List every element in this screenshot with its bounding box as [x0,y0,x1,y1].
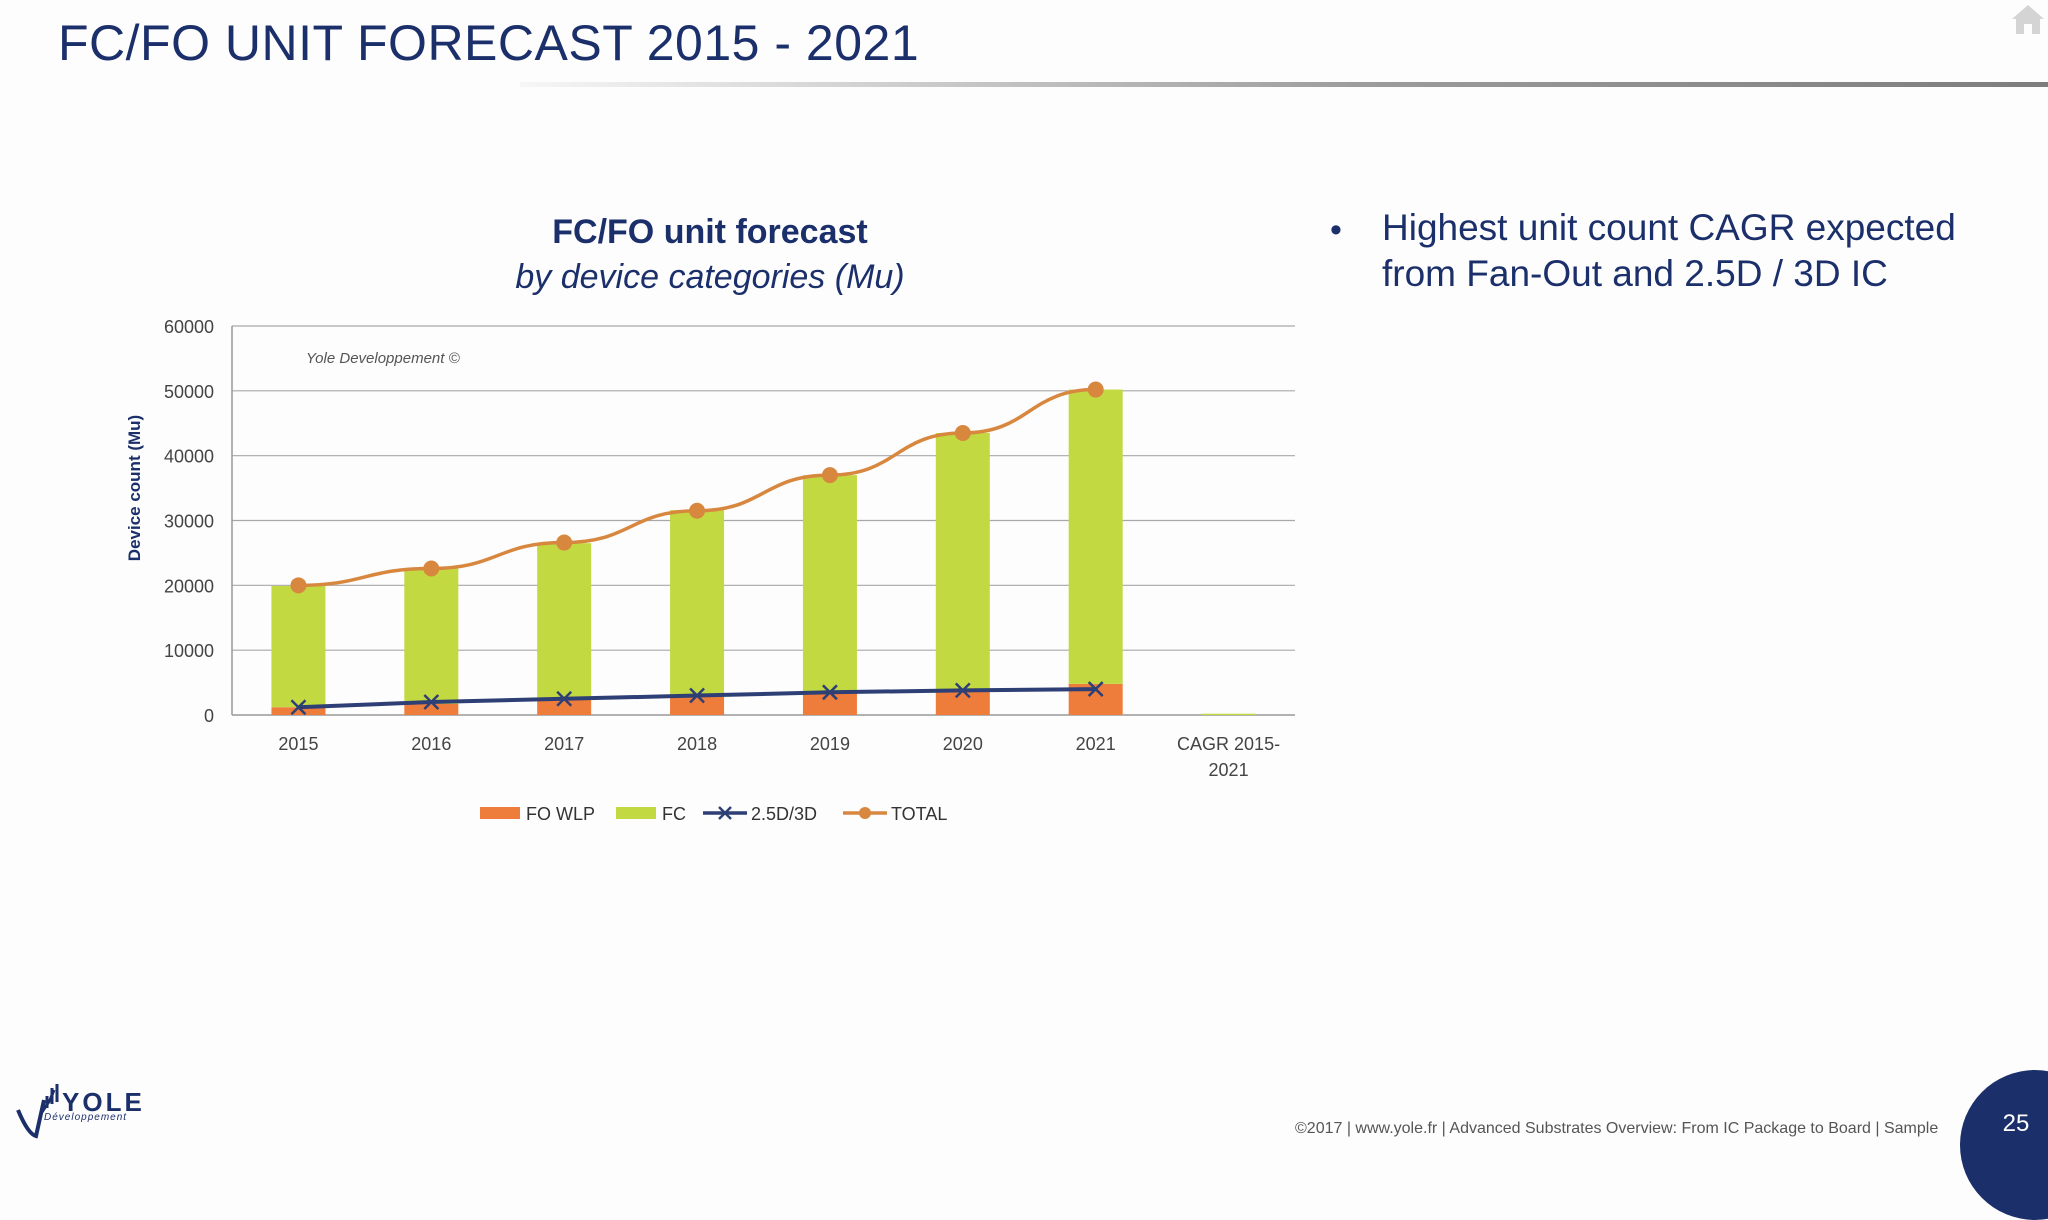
y-tick-label: 0 [204,706,214,726]
point-2-5d-3d [954,682,971,699]
point-2-5d-3d [689,687,705,704]
x-tick-label: 2019 [810,734,850,754]
legend-label-fo-wlp: FO WLP [526,804,595,824]
chart-title: FC/FO unit forecast [552,213,867,251]
bar-fo-wlp-2016 [404,703,459,715]
point-total [423,560,440,577]
legend-label-fc: FC [662,804,686,824]
x-tick-label: 2021 [1076,734,1116,754]
bar-fc-2016 [404,567,459,704]
legend-label-total: TOTAL [891,804,947,824]
bar-fo-wlp-2019 [802,692,857,715]
legend-label-2-5d-3d: 2.5D/3D [751,804,817,824]
point-2-5d-3d [822,684,838,701]
legend-marker-2-5d-3d [718,806,732,820]
bar-fc-2017 [537,543,592,699]
bar-fc-2021 [1068,389,1123,684]
footer-text: ©2017 | www.yole.fr | Advanced Substrate… [1295,1120,1939,1137]
legend-marker-total [859,807,871,819]
chart-watermark: Yole Developpement © [306,350,461,367]
point-2-5d-3d [556,690,573,707]
bar-fc-2015 [271,585,326,708]
point-2-5d-3d [290,699,307,716]
x-tick-label: 2016 [411,734,451,754]
y-tick-label: 10000 [164,641,214,661]
point-total [689,502,706,519]
point-2-5d-3d [423,694,440,710]
bar-fo-wlp-2015 [271,707,326,715]
chart: FC/FO unit forecast by device categories… [125,213,1295,824]
y-tick-label: 20000 [164,576,214,596]
x-tick-label: CAGR 2015-2021 [1177,734,1280,780]
bar-fc-2020 [935,432,990,690]
logo-wordmark: YOLE [62,1087,145,1117]
page-number: 25 [2002,1110,2030,1137]
bar-fc-2019 [802,475,857,693]
x-tick-label: 2020 [943,734,983,754]
bullet-text: Highest unit count CAGR expected from Fa… [1382,207,1956,294]
point-total [1087,381,1104,398]
x-tick-label: 2018 [677,734,717,754]
title-divider [520,82,2048,87]
bar-fc-cagr-2015-2021 [1201,713,1256,715]
x-tick-label: 2017 [544,734,584,754]
y-axis-label: Device count (Mu) [125,415,144,561]
point-total [290,577,307,594]
legend-swatch-fo-wlp [480,807,520,819]
y-tick-label: 40000 [164,447,214,467]
bar-fo-wlp-2018 [670,695,725,715]
point-2-5d-3d [1087,681,1104,697]
bar-fo-wlp-2017 [537,698,592,715]
point-total [954,424,971,441]
bar-fc-2018 [670,510,725,696]
x-tick-label: 2015 [278,734,318,754]
y-tick-label: 50000 [164,382,214,402]
slide-title: FC/FO UNIT FORECAST 2015 - 2021 [58,15,920,71]
bullet-marker: • [1330,211,1342,249]
home-icon[interactable] [2010,2,2046,36]
bar-fo-wlp-2020 [935,689,990,715]
y-tick-label: 30000 [164,512,214,532]
logo-subtitle: Développement [44,1112,127,1123]
chart-subtitle: by device categories (Mu) [515,258,904,296]
y-tick-label: 60000 [164,317,214,337]
yole-logo: YOLE Développement [16,1084,145,1139]
point-total [556,534,573,551]
point-total [821,467,838,484]
legend-swatch-fc [616,807,656,819]
